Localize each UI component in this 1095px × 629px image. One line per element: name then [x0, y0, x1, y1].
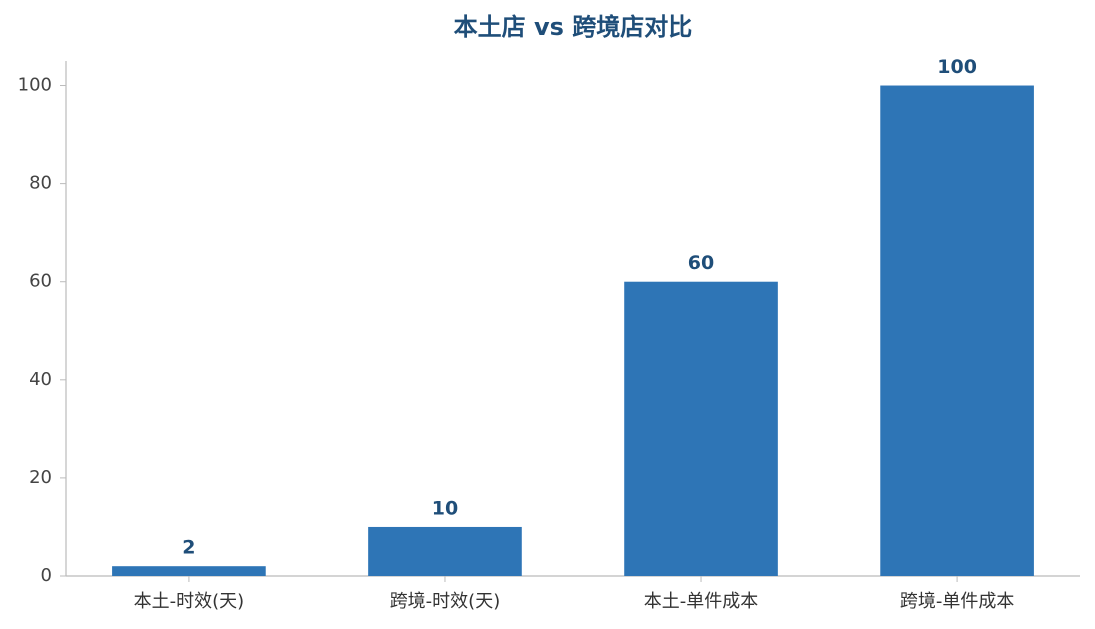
bar	[368, 526, 522, 576]
value-label: 10	[432, 497, 458, 519]
x-tick-label: 本土-单件成本	[644, 591, 759, 612]
y-tick-label: 80	[29, 173, 52, 194]
x-tick-label: 跨境-单件成本	[900, 591, 1015, 612]
x-tick-label: 跨境-时效(天)	[390, 591, 501, 612]
value-label: 100	[937, 56, 977, 78]
bar	[112, 566, 266, 576]
y-tick-label: 20	[29, 467, 52, 488]
value-label: 2	[182, 537, 195, 559]
chart-title: 本土店 vs 跨境店对比	[454, 13, 693, 41]
bar	[624, 281, 778, 576]
bar	[880, 85, 1034, 577]
y-tick-label: 0	[41, 565, 52, 586]
y-tick-label: 100	[18, 75, 52, 96]
y-tick-label: 60	[29, 271, 52, 292]
y-tick-label: 40	[29, 369, 52, 390]
x-tick-label: 本土-时效(天)	[134, 591, 245, 612]
value-label: 60	[688, 252, 714, 274]
